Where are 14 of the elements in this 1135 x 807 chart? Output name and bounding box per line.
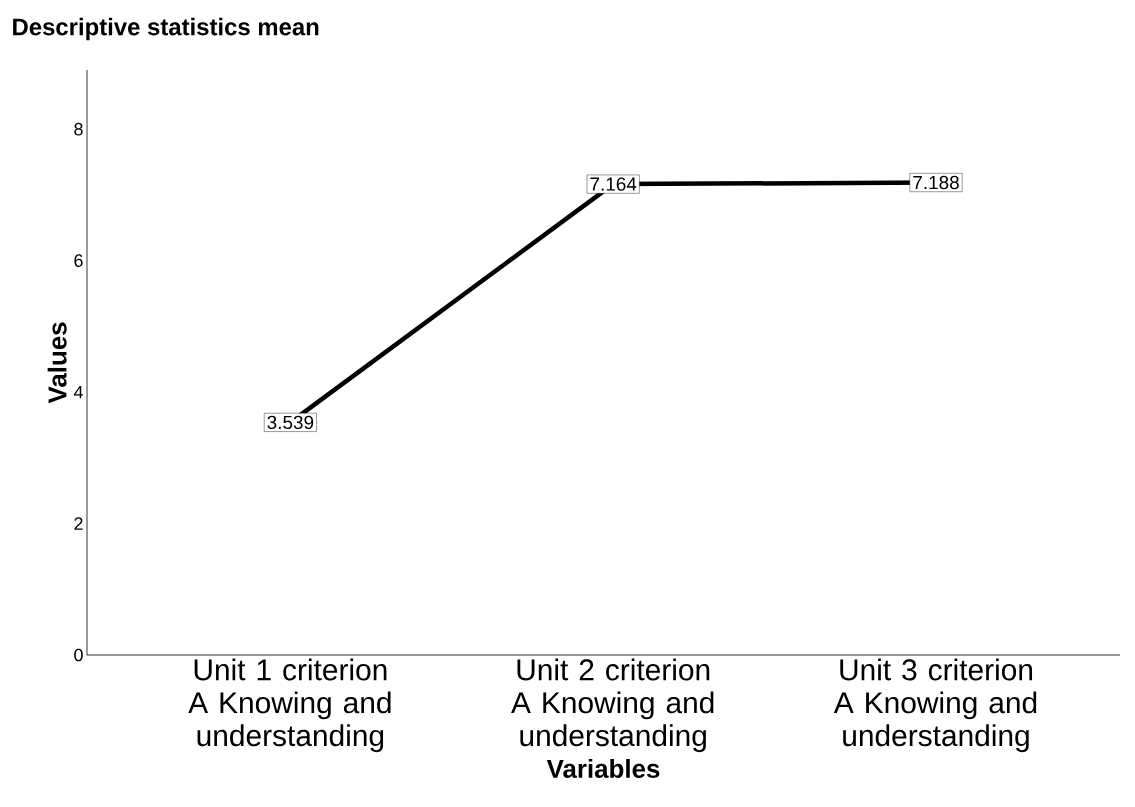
- x-tick-label: Unit 2 criterion A Knowing and understanding: [511, 658, 714, 753]
- y-tick-label: 2: [74, 517, 83, 530]
- y-tick-label: 4: [73, 385, 83, 399]
- y-tick-label: 0: [74, 648, 83, 662]
- data-label: 3.539: [267, 415, 314, 430]
- y-tick-label: 6: [74, 254, 83, 267]
- y-tick-label: 8: [74, 122, 83, 136]
- data-label: 7.164: [590, 177, 637, 191]
- chart-title: Descriptive statistics mean: [13, 17, 319, 41]
- y-axis-title: Values: [47, 322, 67, 404]
- data-label: 7.188: [913, 175, 959, 190]
- x-tick-label: Unit 1 criterion A Knowing and understanding: [188, 658, 391, 753]
- x-axis-title: Variables: [546, 758, 660, 778]
- x-tick-label: Unit 3 criterion A Knowing and understanding: [833, 658, 1037, 753]
